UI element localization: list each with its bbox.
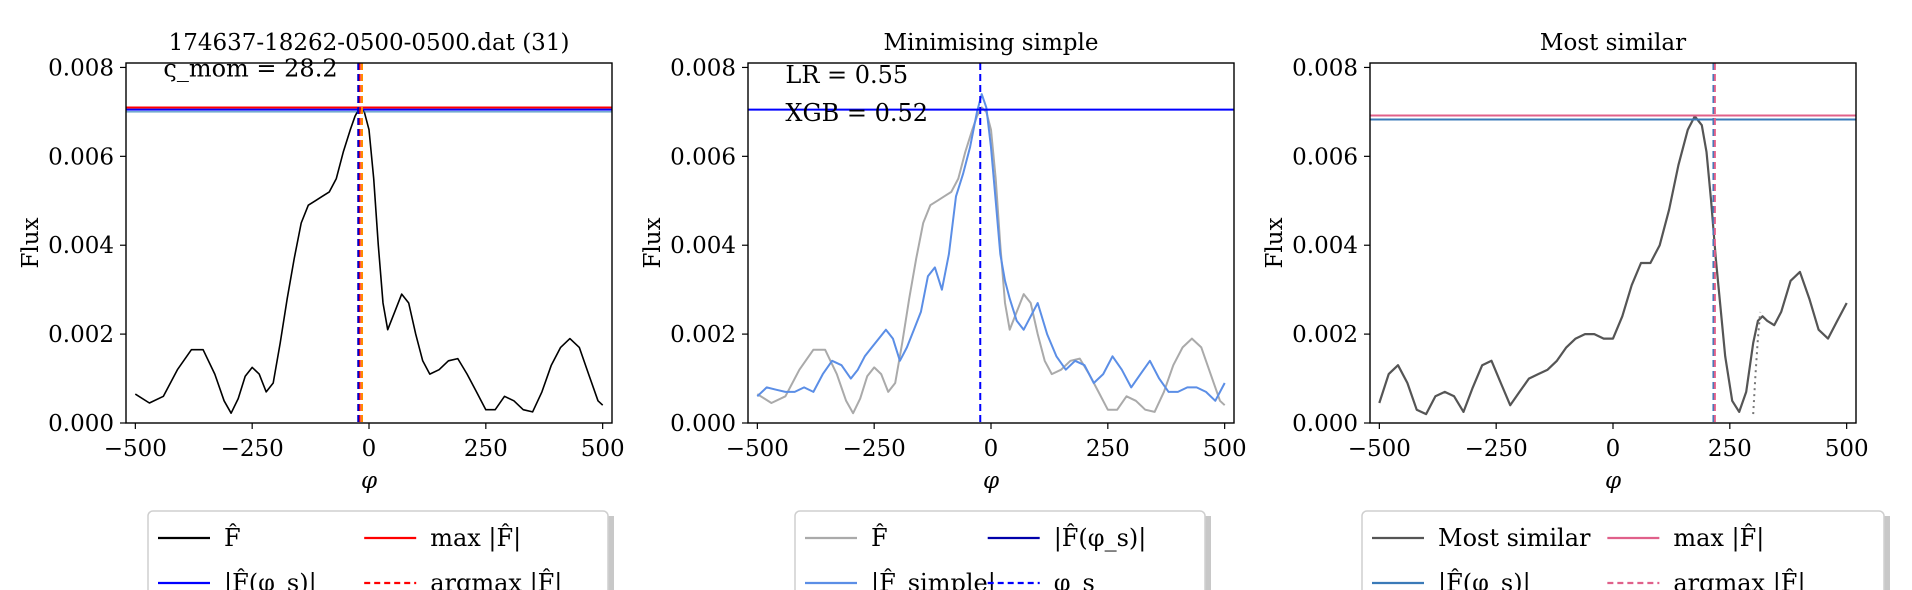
x-tick-label: 250 [464,436,508,462]
x-tick-label: −250 [843,436,906,462]
legend-box [794,510,1206,590]
legend-label: |F̂(φ_s)| [224,569,317,590]
legend-label: φ_s [1054,569,1095,590]
legend-label: Most similar [1438,524,1591,552]
x-tick-label: −250 [221,436,284,462]
x-tick-label: 500 [581,436,625,462]
y-tick-label: 0.000 [1292,411,1358,437]
chart-title: 174637-18262-0500-0500.dat (31) [169,30,570,56]
legend-label: max |F̂| [1673,524,1764,553]
chart-panel-2: −500 −250 0 250 500 0.000 0.002 0.004 0.006 0.008… [640,30,1247,590]
annotation: XGB = 0.52 [785,99,928,127]
x-tick-label: −250 [1465,436,1528,462]
annotation: LR = 0.55 [785,61,908,89]
axes-frame [125,62,613,424]
y-tick-label: 0.002 [48,322,114,348]
series-line-1 [134,106,604,415]
y-axis-label: Flux [18,217,44,268]
legend-label: |F̂_simple| [871,569,996,590]
x-tick-label: −500 [726,436,789,462]
legend-label: |F̂(φ_s)| [1438,569,1531,590]
y-tick-label: 0.004 [670,233,736,259]
x-axis-label: φ [983,468,1000,494]
legend-box [147,510,609,590]
x-axis-label: φ [361,468,378,494]
x-tick-label: 500 [1203,436,1247,462]
y-tick-label: 0.002 [1292,322,1358,348]
chart-panel-1: −500 −250 0 250 500 0.000 0.002 0.004 0.006 0.008… [18,30,625,590]
y-tick-label: 0.000 [670,411,736,437]
x-tick-label: 0 [1606,436,1621,462]
y-tick-label: 0.004 [48,233,114,259]
y-tick-label: 0.006 [670,144,736,170]
series-line-1 [1378,115,1848,416]
legend: F̂ max |F̂| |F̂(φ_s)| argmax |F̂| [147,510,614,590]
y-tick-label: 0.002 [670,322,736,348]
legend-label: |F̂(φ_s)| [1054,524,1147,553]
annotation: ς_mom = 28.2 [163,54,337,82]
x-tick-label: 250 [1086,436,1130,462]
x-axis-label: φ [1605,468,1622,494]
y-tick-label: 0.000 [48,411,114,437]
legend: F̂ |F̂(φ_s)| |F̂_simple| φ_s [794,510,1211,590]
legend-label: max |F̂| [430,524,521,553]
y-tick-label: 0.008 [48,55,114,81]
y-tick-label: 0.006 [48,144,114,170]
y-axis-label: Flux [1262,217,1288,268]
y-tick-label: 0.006 [1292,144,1358,170]
chart-panel-3: −500 −250 0 250 500 0.000 0.002 0.004 0.006 0.008… [1262,30,1890,590]
chart-title: Most similar [1540,30,1686,56]
x-tick-label: −500 [1348,436,1411,462]
legend-label: F̂ [224,524,241,552]
x-tick-label: 0 [362,436,377,462]
legend-box [1361,510,1885,590]
y-tick-label: 0.008 [670,55,736,81]
y-tick-label: 0.008 [1292,55,1358,81]
legend: Most similar max |F̂| |F̂(φ_s)| argmax |F̂| [1361,510,1890,590]
axes-frame [1369,62,1857,424]
chart-title: Minimising simple [884,30,1099,56]
legend-label: F̂ [871,524,888,552]
legend-label: argmax |F̂| [1673,569,1805,590]
legend-label: argmax |F̂| [430,569,562,590]
y-axis-label: Flux [640,217,666,268]
x-tick-label: 500 [1825,436,1869,462]
x-tick-label: −500 [104,436,167,462]
series-line-1 [756,106,1226,415]
series-line-2 [756,93,1226,402]
y-tick-label: 0.004 [1292,233,1358,259]
x-tick-label: 0 [984,436,999,462]
x-tick-label: 250 [1708,436,1752,462]
